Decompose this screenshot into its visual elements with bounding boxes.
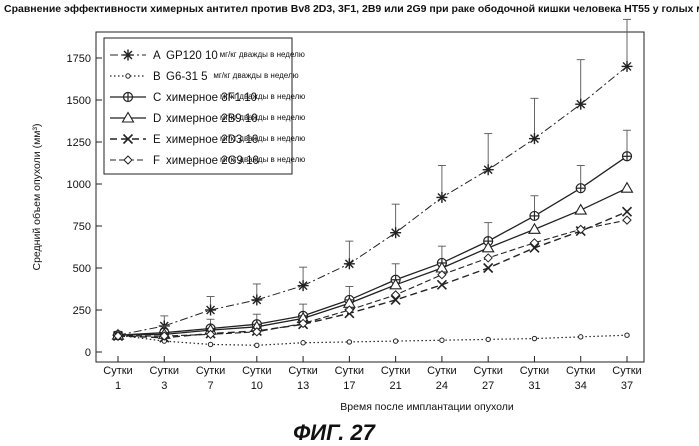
x-tick-unit: Сутки — [520, 365, 549, 377]
data-point — [576, 184, 585, 193]
legend-note: мг/кг дважды в неделю — [220, 134, 305, 143]
x-tick-unit: Сутки — [150, 365, 179, 377]
series-f — [114, 216, 631, 340]
legend-note: мг/кг дважды в неделю — [220, 92, 305, 101]
data-point — [301, 341, 305, 345]
x-tick-label: 27 — [482, 380, 494, 392]
series-line — [118, 335, 627, 345]
data-point — [623, 207, 632, 216]
series-line — [118, 220, 627, 336]
series-line — [118, 212, 627, 338]
legend-note: мг/кг дважды в неделю — [220, 50, 305, 59]
y-tick-label: 1500 — [67, 95, 91, 107]
x-tick-label: 21 — [390, 380, 402, 392]
legend-letter: C — [153, 92, 161, 104]
x-axis-label: Время после имплантации опухоли — [340, 401, 514, 413]
legend-note: мг/кг дважды в неделю — [220, 113, 305, 122]
x-tick-unit: Сутки — [473, 365, 502, 377]
legend-letter: F — [153, 155, 160, 167]
legend-marker — [124, 93, 133, 102]
x-tick-unit: Сутки — [427, 365, 456, 377]
y-axis-label: Средний объем опухоли (мм³) — [31, 124, 43, 271]
x-tick-label: 7 — [207, 380, 213, 392]
data-point — [208, 342, 212, 346]
data-point — [484, 264, 493, 273]
data-point — [532, 336, 536, 340]
y-tick-label: 750 — [73, 221, 91, 233]
x-tick-label: 37 — [621, 380, 633, 392]
x-tick-unit: Сутки — [103, 365, 132, 377]
data-point — [205, 305, 216, 316]
x-tick-label: 10 — [251, 380, 263, 392]
legend-note: мг/кг дважды в неделю — [213, 71, 298, 80]
x-tick-label: 13 — [297, 380, 309, 392]
y-tick-label: 1750 — [67, 53, 91, 65]
data-point — [393, 339, 397, 343]
x-tick-unit: Сутки — [196, 365, 225, 377]
series-line — [118, 156, 627, 335]
x-tick-label: 24 — [436, 380, 448, 392]
data-point — [575, 99, 586, 110]
legend-letter: D — [153, 113, 161, 125]
data-point — [575, 205, 586, 215]
chart-title: Сравнение эффективности химерных антител… — [4, 3, 699, 15]
x-tick-label: 3 — [161, 380, 167, 392]
series-d — [113, 183, 633, 340]
legend: AGP120 10мг/кг дважды в неделюBG6-31 5мг… — [104, 38, 305, 174]
y-tick-label: 1000 — [67, 179, 91, 191]
x-tick-label: 31 — [528, 380, 540, 392]
legend-name: GP120 10 — [166, 50, 218, 62]
x-tick-unit: Сутки — [566, 365, 595, 377]
data-point — [579, 335, 583, 339]
y-tick-label: 1250 — [67, 137, 91, 149]
legend-note: мг/кг дважды в неделю — [220, 155, 305, 164]
legend-letter: B — [153, 71, 161, 83]
x-tick-unit: Сутки — [288, 365, 317, 377]
data-point — [440, 338, 444, 342]
legend-marker — [123, 50, 134, 61]
x-axis: Сутки 1 Сутки 3 Сутки 7 Сутки 10 Сутки 13 Сутки 17 С… — [103, 356, 641, 392]
x-tick-unit: Сутки — [242, 365, 271, 377]
legend-letter: E — [153, 134, 161, 146]
y-tick-label: 0 — [85, 347, 91, 359]
data-point — [344, 258, 355, 269]
data-point — [298, 280, 309, 291]
data-point — [622, 61, 633, 72]
data-point — [484, 254, 492, 262]
data-point — [255, 343, 259, 347]
x-tick-label: 1 — [115, 380, 121, 392]
data-point — [390, 227, 401, 238]
y-axis: 0 250 500 750 1000 1250 1500 1750 — [67, 53, 102, 359]
data-point — [251, 294, 262, 305]
data-point — [483, 164, 494, 175]
data-point — [486, 337, 490, 341]
y-tick-label: 250 — [73, 305, 91, 317]
x-tick-label: 17 — [343, 380, 355, 392]
figure-caption: ФИГ. 27 — [293, 420, 377, 445]
data-point — [529, 224, 540, 234]
y-tick-label: 500 — [73, 263, 91, 275]
data-point — [437, 280, 446, 289]
data-point — [529, 133, 540, 144]
x-tick-unit: Сутки — [381, 365, 410, 377]
series-e — [114, 207, 632, 342]
data-point — [623, 152, 632, 161]
legend-marker — [126, 74, 130, 78]
data-point — [625, 333, 629, 337]
legend-name: G6-31 5 — [166, 71, 208, 83]
data-point — [347, 340, 351, 344]
data-point — [436, 192, 447, 203]
data-point — [623, 216, 631, 224]
x-tick-unit: Сутки — [335, 365, 364, 377]
data-point — [530, 211, 539, 220]
legend-letter: A — [153, 50, 161, 62]
x-tick-unit: Сутки — [612, 365, 641, 377]
data-point — [622, 183, 633, 193]
series-line — [118, 188, 627, 335]
x-tick-label: 34 — [575, 380, 587, 392]
